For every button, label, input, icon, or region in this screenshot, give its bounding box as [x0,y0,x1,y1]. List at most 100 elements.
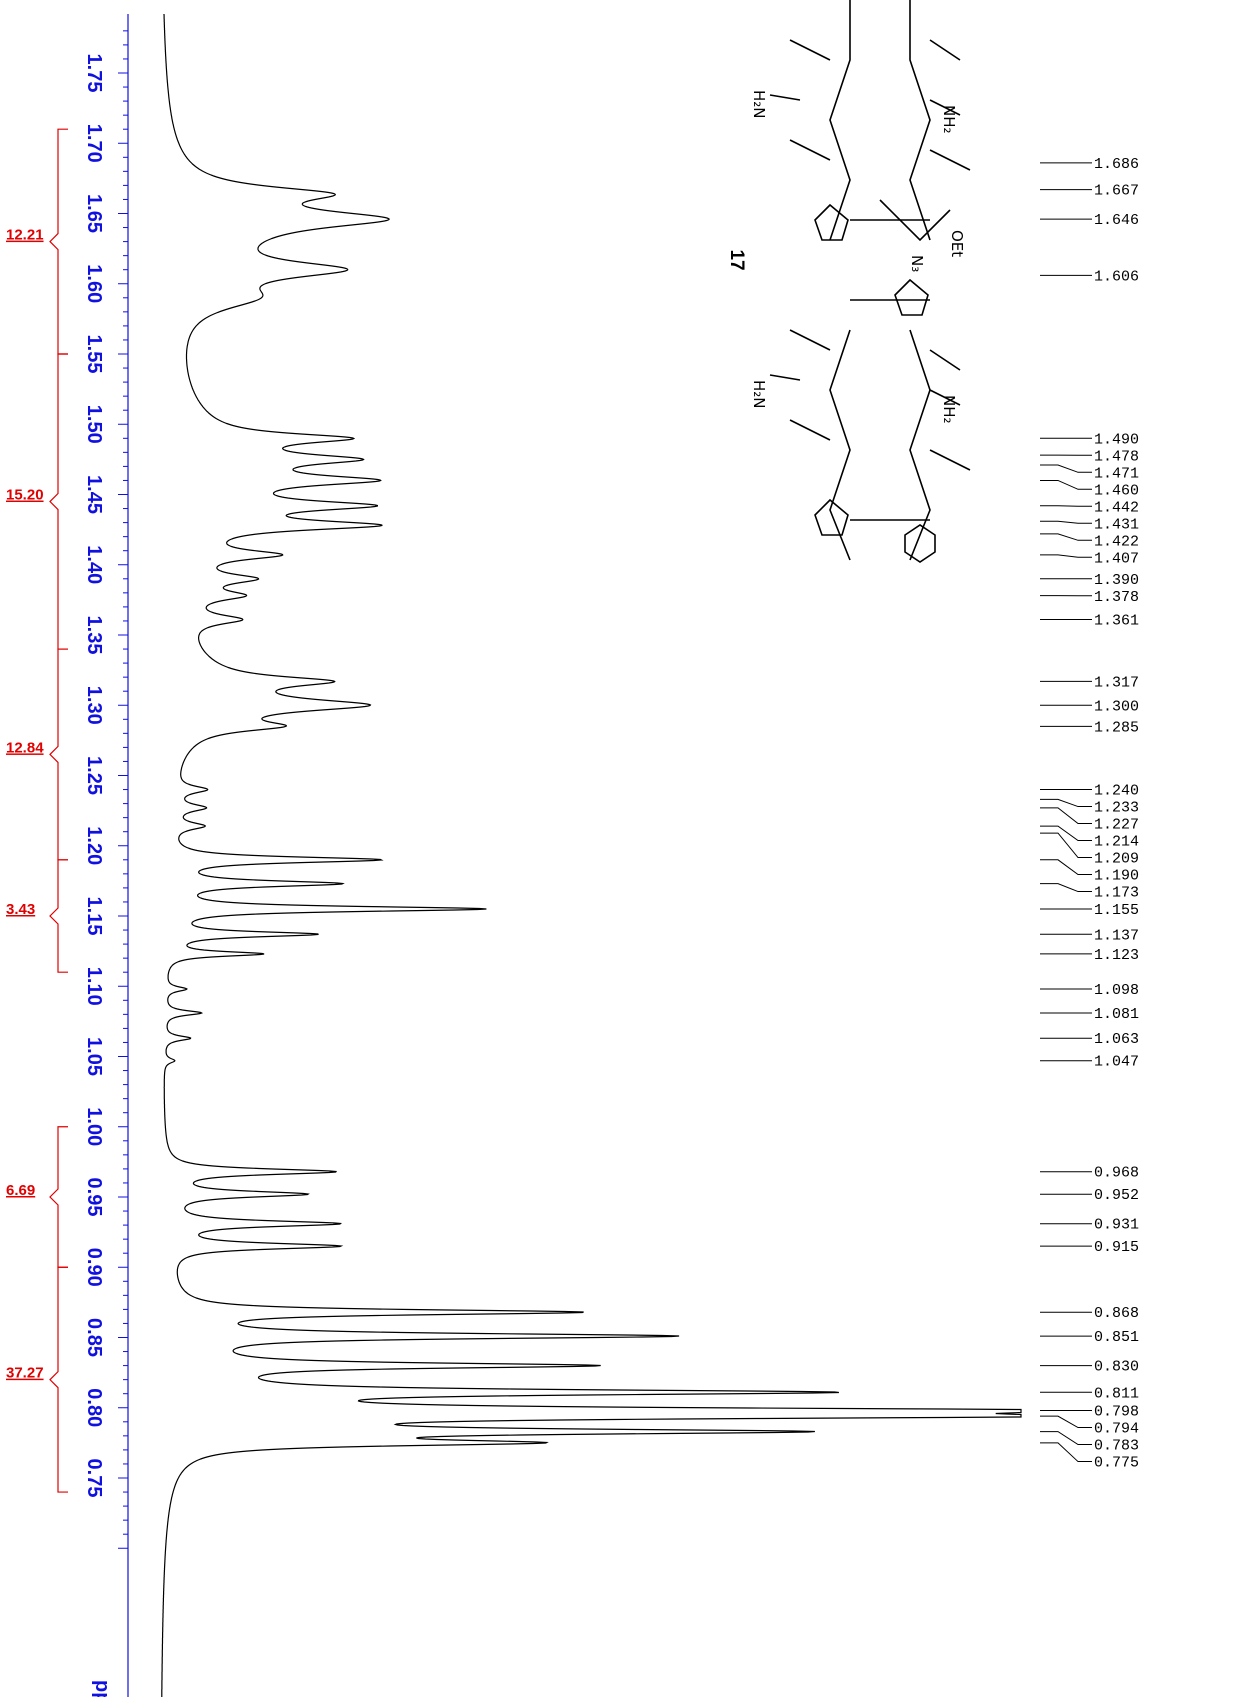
peak-value: 1.081 [1094,1006,1139,1023]
ppm-unit-label: ppm [91,1680,113,1697]
peak-value: 0.915 [1094,1239,1139,1256]
integral-bracket [49,859,68,973]
ppm-tick-label: 1.45 [83,475,105,514]
peak-list-item: 0.830 [1040,1359,1139,1376]
peak-value: 1.214 [1094,834,1139,851]
peak-list-item: 0.775 [1040,1442,1139,1472]
peak-list-item: 1.460 [1040,479,1139,499]
integral-value: 12.21 [6,227,44,244]
ppm-axis-ticks [118,30,128,1549]
ppm-tick-label: 1.70 [83,124,105,163]
peak-value: 0.783 [1094,1438,1139,1455]
peak-list-item: 1.227 [1040,807,1139,834]
peak-value: 0.968 [1094,1165,1139,1182]
peak-value: 1.407 [1094,550,1139,567]
peak-list-item: 1.378 [1040,589,1139,606]
peak-connector [1040,464,1092,473]
ppm-tick-label: 1.40 [83,545,105,584]
integral-bracket [49,128,68,355]
integral-value: 3.43 [6,901,35,918]
integral-bracket [49,1126,68,1268]
integral-value: 12.84 [6,739,44,756]
pyrrolidine-ring-3 [814,498,849,536]
ornithine-chains-right [929,99,961,406]
peak-value: 1.317 [1094,674,1139,691]
integral-bracket [49,353,68,650]
peak-list-item: 0.868 [1040,1305,1139,1322]
integral-region: 15.20 [6,353,68,650]
peak-list-item: 1.686 [1040,156,1139,173]
peak-value: 1.478 [1094,448,1139,465]
peak-value: 0.830 [1094,1359,1139,1376]
ppm-tick-label: 0.80 [83,1388,105,1427]
ppm-tick-label: 0.95 [83,1178,105,1217]
peak-value: 0.851 [1094,1329,1139,1346]
peak-list-item: 1.606 [1040,268,1139,285]
peak-list-item: 1.214 [1040,825,1139,851]
integral-value: 15.20 [6,487,44,504]
peak-value: 1.240 [1094,783,1139,800]
peak-value: 1.471 [1094,465,1139,482]
peak-list-item: 1.047 [1040,1054,1139,1071]
peak-connector [1040,807,1092,825]
spectrum-trace [161,14,1022,1697]
peak-value: 1.460 [1094,482,1139,499]
ppm-tick-label: 0.85 [83,1318,105,1357]
peak-value: 0.868 [1094,1305,1139,1322]
peak-list-item: 1.317 [1040,674,1139,691]
peak-list-item: 1.233 [1040,798,1139,817]
peak-connector [1040,1442,1092,1463]
integral-region: 12.21 [6,128,68,355]
amine-label-bottom-left: H₂N [750,380,768,409]
peak-list-item: 0.811 [1040,1385,1139,1402]
peak-value: 1.646 [1094,212,1139,229]
peak-value: 1.190 [1094,868,1139,885]
molecule-structure [769,0,971,563]
integral-value: 6.69 [6,1182,35,1199]
backbone-left-bottom [829,329,851,561]
peak-list: 1.686 1.667 1.646 1.606 1.4901.4781.4711.460… [1040,156,1139,1472]
peak-list-item: 1.098 [1040,982,1139,999]
peak-list-item: 1.646 [1040,212,1139,229]
peak-list-item: 0.783 [1040,1431,1139,1455]
peak-list-item: 1.137 [1040,927,1139,944]
ppm-tick-label: 1.30 [83,686,105,725]
ppm-tick-label: 1.35 [83,616,105,655]
peak-value: 1.378 [1094,589,1139,606]
peak-value: 1.667 [1094,183,1139,200]
ppm-tick-label: 1.25 [83,756,105,795]
peak-connector [1040,832,1092,859]
peak-list-item: 0.798 [1040,1404,1139,1421]
ester-chain [879,199,951,242]
molecule-labels: H₂N NH₂ H₂N NH₂ N₃ OEt [750,90,966,424]
peak-value: 1.686 [1094,156,1139,173]
side-chains-left [789,39,831,441]
peak-connector [1040,520,1092,524]
peak-list-item: 0.915 [1040,1239,1139,1256]
phenyl-ring [904,524,936,563]
pyrrolidine-ring-1 [814,203,849,241]
ppm-tick-label: 1.55 [83,335,105,374]
ppm-tick-label: 1.15 [83,897,105,936]
peak-list-item: 1.190 [1040,859,1139,885]
peak-list-item: 1.155 [1040,902,1139,919]
peak-list-item: 1.431 [1040,516,1139,533]
peak-list-item: 1.300 [1040,698,1139,715]
ppm-tick-label: 1.05 [83,1037,105,1076]
integral-region: 37.27 [6,1266,68,1493]
ppm-tick-label: 1.60 [83,264,105,303]
peak-list-item: 1.471 [1040,464,1139,482]
peak-list-item: 0.952 [1040,1187,1139,1204]
amine-label-bottom-right: NH₂ [940,395,958,424]
peak-value: 0.775 [1094,1455,1139,1472]
ornithine-chains-left [769,94,801,381]
peak-list-item: 1.667 [1040,183,1139,200]
peak-value: 1.123 [1094,947,1139,964]
azide-label: N₃ [908,255,926,272]
peak-value: 1.209 [1094,851,1139,868]
peak-list-item: 1.490 [1040,431,1139,448]
peak-connector [1040,883,1092,893]
peak-list-item: 1.478 [1040,448,1139,465]
integral-region: 12.84 [6,648,68,861]
peak-value: 1.227 [1094,817,1139,834]
